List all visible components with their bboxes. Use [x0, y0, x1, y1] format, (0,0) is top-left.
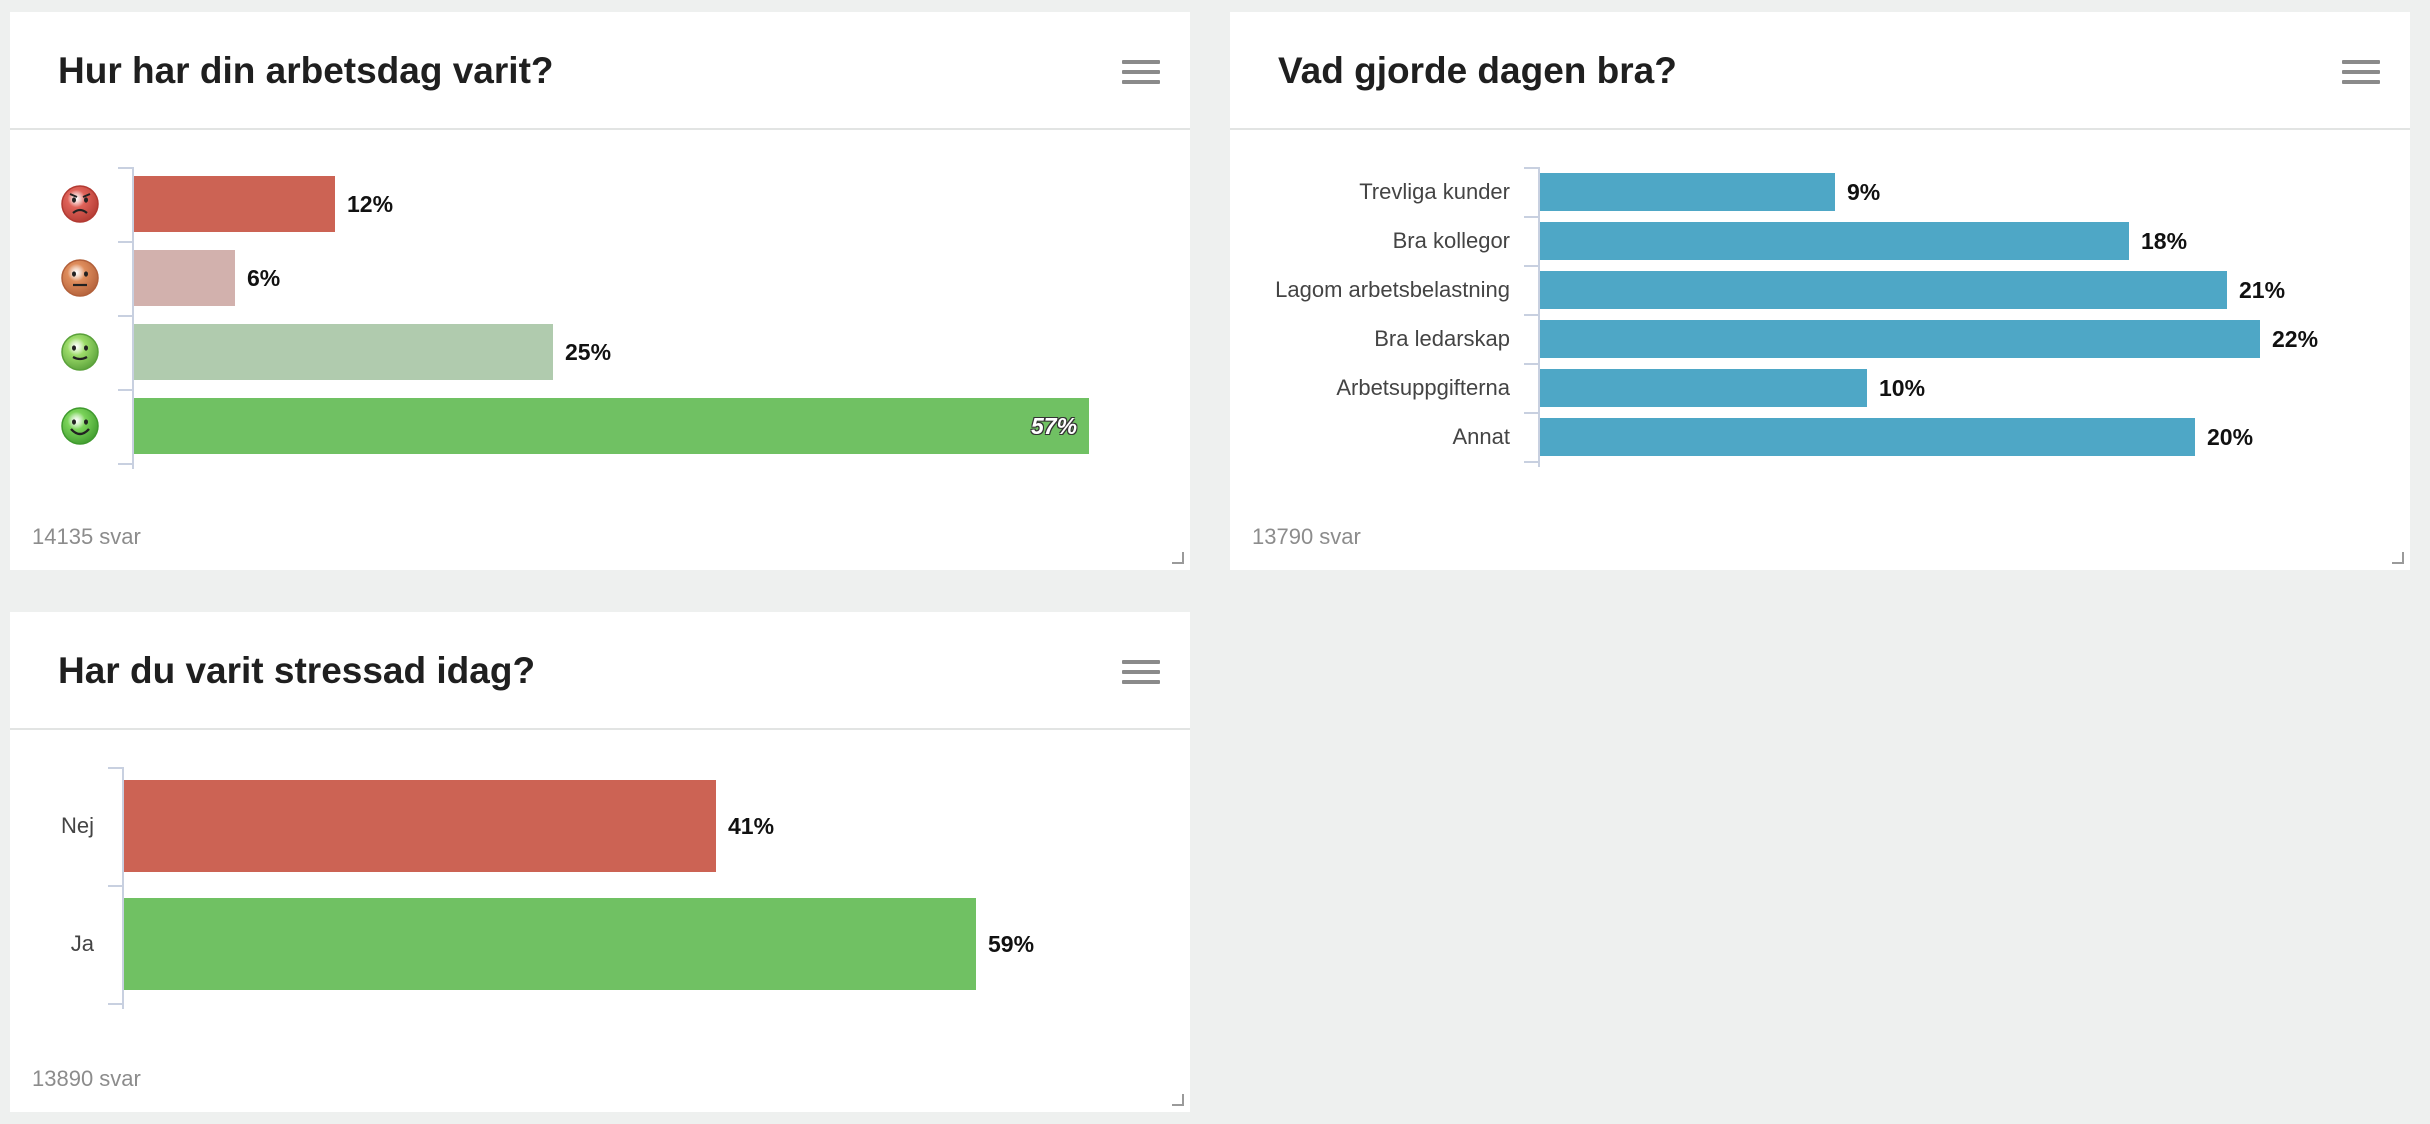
data-label: 10% [1879, 374, 1926, 401]
y-axis-tick [118, 315, 132, 317]
resize-handle[interactable] [1172, 1094, 1184, 1106]
category-label: Arbetsuppgifterna [1336, 374, 1510, 400]
bar[interactable] [1540, 417, 2195, 456]
y-axis-tick [108, 885, 122, 887]
y-axis-tick [1524, 265, 1538, 267]
bar[interactable] [1540, 270, 2227, 309]
category-label: Lagom arbetsbelastning [1275, 276, 1510, 302]
neutral-face-icon [60, 258, 100, 298]
y-axis-tick [1524, 216, 1538, 218]
widget-card-good-day: Vad gjorde dagen bra? 9% Trevliga kunder 1… [1230, 12, 2410, 570]
hamburger-menu-icon[interactable] [2342, 60, 2380, 86]
widget-header: Hur har din arbetsdag varit? [10, 12, 1190, 130]
bar[interactable] [134, 176, 335, 232]
category-label: Bra ledarskap [1374, 325, 1510, 351]
category-label: Ja [70, 931, 94, 956]
bar[interactable] [134, 398, 1089, 454]
data-label: 59% [988, 931, 1035, 957]
category-label: Trevliga kunder [1359, 178, 1510, 204]
response-count: 13790 svar [1252, 524, 1361, 549]
data-label: 21% [2239, 276, 2286, 303]
y-axis-tick [1524, 412, 1538, 414]
y-axis-tick [118, 389, 132, 391]
chart-good-day: 9% Trevliga kunder 18% Bra kollegor 21% Lagom… [1275, 167, 2358, 467]
response-count: 13890 svar [32, 1066, 141, 1091]
y-axis-tick [1524, 167, 1538, 169]
data-label: 18% [2141, 227, 2188, 254]
resize-handle[interactable] [1172, 552, 1184, 564]
y-axis-tick [108, 767, 122, 769]
y-axis-line [132, 167, 134, 469]
hamburger-menu-icon[interactable] [1122, 60, 1160, 86]
data-label: 20% [2207, 423, 2254, 450]
widget-header: Vad gjorde dagen bra? [1230, 12, 2410, 130]
widget-header: Har du varit stressad idag? [10, 612, 1190, 730]
category-label: Nej [60, 813, 94, 838]
bar[interactable] [1540, 221, 2129, 260]
y-axis-tick [118, 241, 132, 243]
y-axis-line [122, 767, 124, 1009]
widget-title: Vad gjorde dagen bra? [1278, 50, 1677, 91]
data-label: 25% [565, 339, 612, 365]
data-label: 9% [1847, 178, 1881, 205]
y-axis-line [1538, 167, 1540, 467]
angry-face-icon [60, 184, 100, 224]
data-label: 22% [2272, 325, 2319, 352]
bar[interactable] [134, 324, 553, 380]
bar[interactable] [134, 250, 235, 306]
widget-title: Har du varit stressad idag? [58, 650, 536, 691]
y-axis-tick [118, 463, 132, 465]
bar[interactable] [124, 898, 976, 990]
y-axis-tick [1524, 314, 1538, 316]
data-label: 6% [247, 265, 281, 291]
bar[interactable] [1540, 319, 2260, 358]
widget-card-workday: Hur har din arbetsdag varit? 12% 6% 25% 57%… [10, 12, 1190, 570]
big-smile-icon [60, 406, 100, 446]
slight-smile-icon [60, 332, 100, 372]
category-label: Annat [1452, 423, 1511, 449]
bar[interactable] [124, 780, 716, 872]
category-label: Bra kollegor [1392, 227, 1510, 253]
widget-title: Hur har din arbetsdag varit? [58, 50, 554, 91]
y-axis-tick [118, 167, 132, 169]
chart-workday: 12% 6% 25% 57% [61, 167, 1132, 469]
data-label: 41% [728, 813, 775, 839]
chart-stress: 41% Nej 59% Ja [61, 767, 1122, 1009]
hamburger-menu-icon[interactable] [1122, 660, 1160, 686]
y-axis-tick [108, 1003, 122, 1005]
bar[interactable] [1540, 172, 1835, 211]
resize-handle[interactable] [2392, 552, 2404, 564]
bar[interactable] [1540, 368, 1867, 407]
response-count: 14135 svar [32, 524, 141, 549]
data-label: 12% [347, 191, 394, 217]
data-label: 57% [1031, 413, 1078, 439]
y-axis-tick [1524, 461, 1538, 463]
widget-card-stress: Har du varit stressad idag? 41% Nej 59% Ja … [10, 612, 1190, 1112]
y-axis-tick [1524, 363, 1538, 365]
